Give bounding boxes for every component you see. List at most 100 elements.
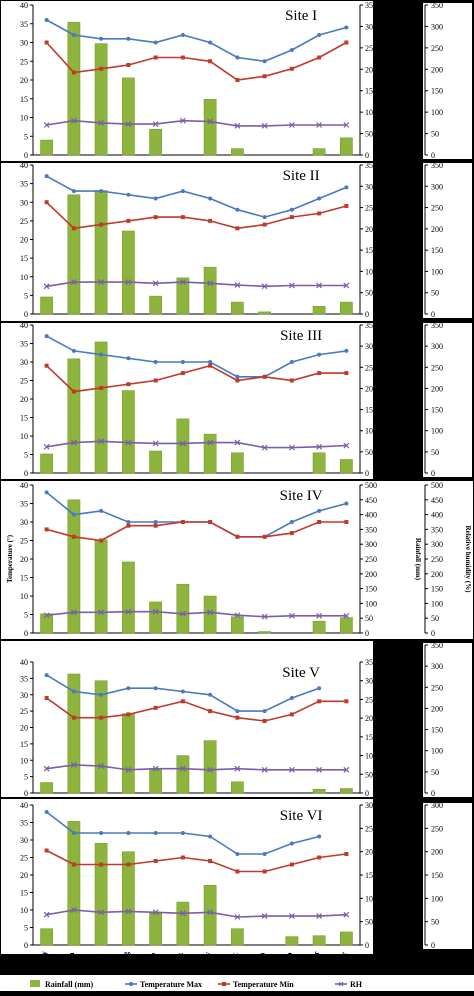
rainfall-bar [40, 296, 54, 315]
y-tick-label-left: 5 [24, 773, 28, 782]
rh-point [288, 122, 295, 128]
tmax-point [180, 689, 185, 694]
tmax-point [126, 356, 131, 361]
y-tick-label-left: 40 [20, 658, 28, 667]
site-panel: 0510152025303540050100150200250300350400… [1, 481, 473, 639]
rh-point [261, 283, 268, 290]
legend-label: RH [350, 980, 363, 989]
rh-point [98, 279, 105, 285]
rh-point [316, 766, 323, 773]
rh-tick-label: 300 [431, 182, 443, 191]
rh-axis-panel [423, 163, 472, 318]
y-tick-label-left: 15 [20, 414, 28, 423]
tmax-point [289, 360, 294, 364]
y-tick-label-left: 15 [20, 574, 28, 583]
y-tick-label-left: 10 [20, 592, 28, 601]
rainfall-bar [149, 295, 163, 315]
rh-point [98, 119, 105, 126]
rh-tick-label: 50 [431, 130, 439, 139]
tmin-point [235, 378, 240, 383]
tmin-point [153, 523, 158, 528]
rh-point [43, 283, 50, 290]
rh-tick-label: 250 [431, 824, 443, 833]
rainfall-bar [203, 266, 217, 315]
rh-point [316, 913, 323, 919]
tmin-line [46, 364, 347, 393]
tmin-point [71, 389, 76, 394]
tmin-point [262, 534, 267, 539]
y-tick-label-right: 0 [365, 941, 369, 950]
site-panel: 0 5 10 15 20 25 30 35 40 0 50 100 150 200 250 300 350 0 50… [1, 161, 472, 321]
tmin-point [344, 40, 349, 45]
rh-point [343, 612, 350, 619]
tmax-point [262, 852, 267, 856]
y-tick-label-right: 150 [365, 585, 377, 594]
y-tick-label-left: 15 [20, 740, 28, 749]
tmax-point [153, 831, 158, 835]
rainfall-bar [203, 99, 217, 156]
y-tick-label-right: 300 [365, 182, 377, 191]
rh-tick-label: 150 [431, 406, 443, 415]
rh-tick-label: 150 [431, 87, 443, 96]
rh-tick-label: 200 [431, 704, 443, 713]
tmin-point [235, 869, 240, 874]
tmin-point [235, 226, 240, 231]
tmin-point [126, 382, 131, 387]
tmax-point [71, 512, 76, 517]
tmin-point [153, 705, 158, 710]
rainfall-bar [203, 885, 217, 946]
rh-point [179, 117, 186, 124]
rainfall-bar [40, 613, 54, 634]
rh-point [179, 910, 186, 917]
rh-tick-label: 50 [431, 614, 439, 623]
rh-tick-label: 0 [431, 941, 435, 950]
tmax-point [71, 689, 76, 694]
tmax-point [180, 189, 185, 194]
rh-tick-label: 200 [431, 848, 443, 857]
y-tick-label-right: 200 [365, 225, 377, 234]
rainfall-bar [121, 77, 135, 156]
rh-tick-label: 0 [431, 469, 435, 478]
y-tick-label-left: 40 [20, 801, 28, 810]
rh-tick-label: 150 [431, 871, 443, 880]
y-tick-label-right: 150 [365, 406, 377, 415]
y-tick-label-right: 300 [365, 342, 377, 351]
tmax-point [262, 59, 267, 64]
rainfall-bar [312, 620, 326, 634]
legend-background [0, 975, 474, 991]
tmin-point [262, 222, 267, 227]
tmax-point [289, 48, 294, 52]
rh-point [288, 766, 295, 773]
y-tick-label-left: 40 [20, 1, 28, 10]
month-label: Oct [176, 952, 185, 965]
tmin-point [344, 699, 349, 704]
tmin-point [99, 66, 104, 71]
rainfall-bar [312, 935, 326, 946]
tmin-point [317, 520, 322, 524]
y-tick-label-right: 0 [365, 310, 369, 319]
rh-tick-label: 100 [431, 894, 443, 903]
tmin-point [180, 215, 185, 220]
y-tick-label-left: 40 [20, 321, 28, 330]
tmin-point [235, 715, 240, 720]
tmin-point [289, 378, 294, 383]
rh-tick-label: 350 [431, 1, 443, 10]
y-tick-label-left: 5 [24, 132, 28, 141]
rainfall-bar [149, 450, 163, 474]
tmax-point [126, 686, 131, 691]
tmin-point [44, 848, 49, 853]
legend-marker [338, 981, 344, 987]
tmin-point [44, 40, 49, 45]
tmax-point [153, 40, 158, 45]
rainfall-bar [67, 821, 81, 946]
humidity-axis-title: Relative humidity (%) [464, 526, 472, 594]
rainfall-bar [230, 928, 244, 946]
rh-point [125, 121, 132, 128]
y-tick-label-right: 50 [365, 130, 373, 139]
y-tick-label-left: 20 [20, 555, 28, 564]
month-label: Apr [339, 952, 348, 966]
rh-tick-label: 50 [431, 918, 439, 927]
rh-line [46, 440, 347, 449]
rh-tick-label: 250 [431, 44, 443, 53]
